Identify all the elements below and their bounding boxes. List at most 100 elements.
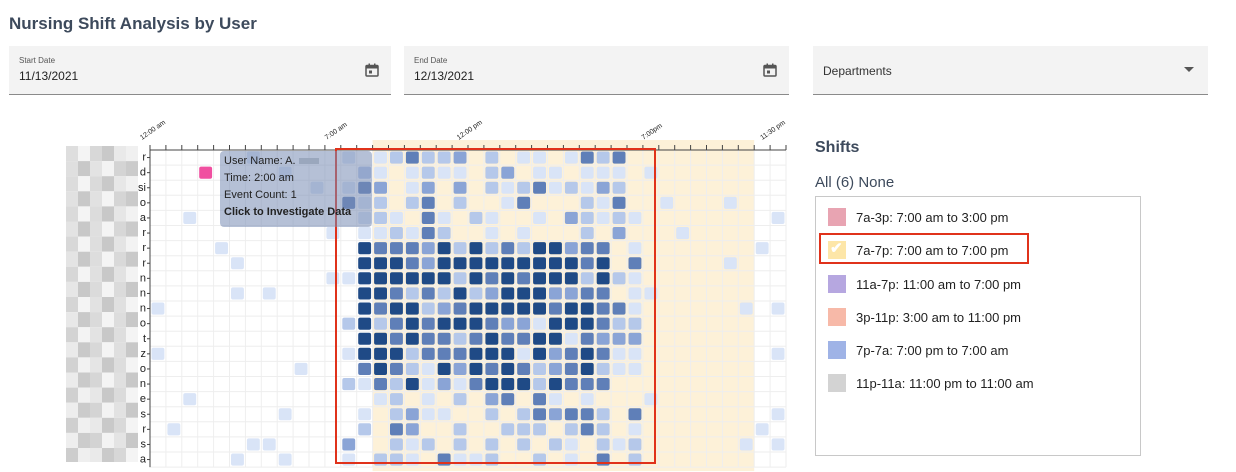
heatmap-cell[interactable]: [342, 438, 356, 451]
heatmap-cell[interactable]: [533, 378, 546, 391]
heatmap-cell[interactable]: [517, 347, 531, 360]
heatmap-cell[interactable]: [358, 242, 372, 255]
heatmap-cell[interactable]: [628, 423, 642, 436]
heatmap-cell[interactable]: [549, 257, 562, 270]
heatmap-cell[interactable]: [612, 302, 626, 315]
heatmap-cell[interactable]: [580, 332, 594, 345]
heatmap-cell[interactable]: [628, 362, 642, 375]
heatmap-cell[interactable]: [628, 302, 642, 315]
heatmap-cell[interactable]: [564, 438, 578, 451]
heatmap-cell[interactable]: [628, 408, 642, 421]
heatmap-cell[interactable]: [390, 257, 403, 270]
heatmap-cell[interactable]: [374, 393, 387, 406]
heatmap-cell[interactable]: [596, 181, 610, 194]
heatmap-cell[interactable]: [469, 257, 483, 270]
heatmap-cell[interactable]: [390, 242, 403, 255]
heatmap-cell[interactable]: [533, 423, 546, 436]
heatmap-cell[interactable]: [437, 227, 451, 240]
heatmap-cell[interactable]: [517, 196, 531, 209]
heatmap-cell[interactable]: [485, 317, 499, 330]
heatmap-cell[interactable]: [485, 227, 499, 240]
heatmap-cell[interactable]: [564, 151, 578, 164]
heatmap-cell[interactable]: [676, 227, 690, 240]
heatmap-cell[interactable]: [533, 302, 546, 315]
heatmap-cell[interactable]: [342, 378, 356, 391]
heatmap-cell[interactable]: [564, 362, 578, 375]
heatmap-cell[interactable]: [453, 362, 467, 375]
heatmap-cell[interactable]: [374, 211, 387, 224]
heatmap-cell[interactable]: [485, 408, 499, 421]
heatmap-cell[interactable]: [580, 302, 594, 315]
heatmap-cell[interactable]: [390, 302, 403, 315]
heatmap-cell[interactable]: [405, 242, 419, 255]
heatmap-cell[interactable]: [580, 257, 594, 270]
heatmap-cell[interactable]: [723, 196, 737, 209]
heatmap-cell[interactable]: [533, 362, 546, 375]
heatmap-cell[interactable]: [453, 196, 467, 209]
heatmap-cell[interactable]: [596, 438, 610, 451]
heatmap-cell[interactable]: [549, 302, 562, 315]
heatmap-cell[interactable]: [437, 378, 451, 391]
heatmap-cell[interactable]: [437, 272, 451, 285]
heatmap-cell[interactable]: [564, 242, 578, 255]
heatmap-cell[interactable]: [549, 332, 562, 345]
heatmap-cell[interactable]: [246, 438, 260, 451]
heatmap-cell[interactable]: [421, 332, 435, 345]
heatmap-cell[interactable]: [501, 362, 515, 375]
heatmap-cell[interactable]: [501, 317, 515, 330]
heatmap-cell[interactable]: [580, 242, 594, 255]
heatmap-cell[interactable]: [453, 257, 467, 270]
heatmap-cell[interactable]: [453, 242, 467, 255]
heatmap-cell[interactable]: [517, 272, 531, 285]
heatmap-cell[interactable]: [405, 287, 419, 300]
heatmap-cell[interactable]: [405, 272, 419, 285]
heatmap-cell[interactable]: [405, 438, 419, 451]
shift-item-3p-11p[interactable]: 3p-11p: 3:00 am to 11:00 pm: [828, 306, 1021, 328]
heatmap-cell[interactable]: [564, 423, 578, 436]
heatmap-cell[interactable]: [580, 393, 594, 406]
heatmap-cell[interactable]: [612, 438, 626, 451]
heatmap-cell[interactable]: [469, 287, 483, 300]
heatmap-cell[interactable]: [390, 378, 403, 391]
heatmap-cell[interactable]: [469, 302, 483, 315]
heatmap-cell[interactable]: [374, 151, 387, 164]
heatmap-cell[interactable]: [342, 317, 356, 330]
heatmap-cell[interactable]: [358, 347, 372, 360]
heatmap-cell[interactable]: [628, 242, 642, 255]
heatmap-cell[interactable]: [517, 227, 531, 240]
heatmap-cell[interactable]: [549, 438, 562, 451]
heatmap-cell[interactable]: [469, 272, 483, 285]
heatmap-cell[interactable]: [580, 196, 594, 209]
heatmap-cell[interactable]: [596, 287, 610, 300]
heatmap-cell[interactable]: [564, 257, 578, 270]
heatmap-cell[interactable]: [358, 257, 372, 270]
heatmap-cell[interactable]: [358, 423, 372, 436]
heatmap-cell[interactable]: [580, 347, 594, 360]
heatmap-cell[interactable]: [469, 211, 483, 224]
heatmap-cell[interactable]: [374, 196, 387, 209]
heatmap-cell[interactable]: [580, 423, 594, 436]
heatmap-cell[interactable]: [501, 393, 515, 406]
heatmap-cell[interactable]: [533, 332, 546, 345]
heatmap-cell[interactable]: [374, 332, 387, 345]
select-none-link[interactable]: None: [858, 174, 895, 191]
heatmap-cell[interactable]: [485, 347, 499, 360]
heatmap-cell[interactable]: [358, 332, 372, 345]
heatmap-cell[interactable]: [628, 272, 642, 285]
heatmap-cell[interactable]: [660, 196, 674, 209]
heatmap-cell[interactable]: [231, 257, 244, 270]
heatmap-cell[interactable]: [485, 302, 499, 315]
heatmap-cell[interactable]: [437, 302, 451, 315]
heatmap-cell[interactable]: [405, 347, 419, 360]
heatmap-cell[interactable]: [453, 287, 467, 300]
heatmap-cell[interactable]: [485, 151, 499, 164]
heatmap-cell[interactable]: [374, 302, 387, 315]
heatmap-cell[interactable]: [485, 378, 499, 391]
heatmap-cell[interactable]: [628, 347, 642, 360]
heatmap-cell[interactable]: [771, 408, 785, 421]
heatmap-cell[interactable]: [517, 242, 531, 255]
heatmap-cell[interactable]: [596, 317, 610, 330]
heatmap-cell[interactable]: [596, 332, 610, 345]
heatmap-cell[interactable]: [437, 347, 451, 360]
heatmap-cell[interactable]: [501, 166, 515, 179]
